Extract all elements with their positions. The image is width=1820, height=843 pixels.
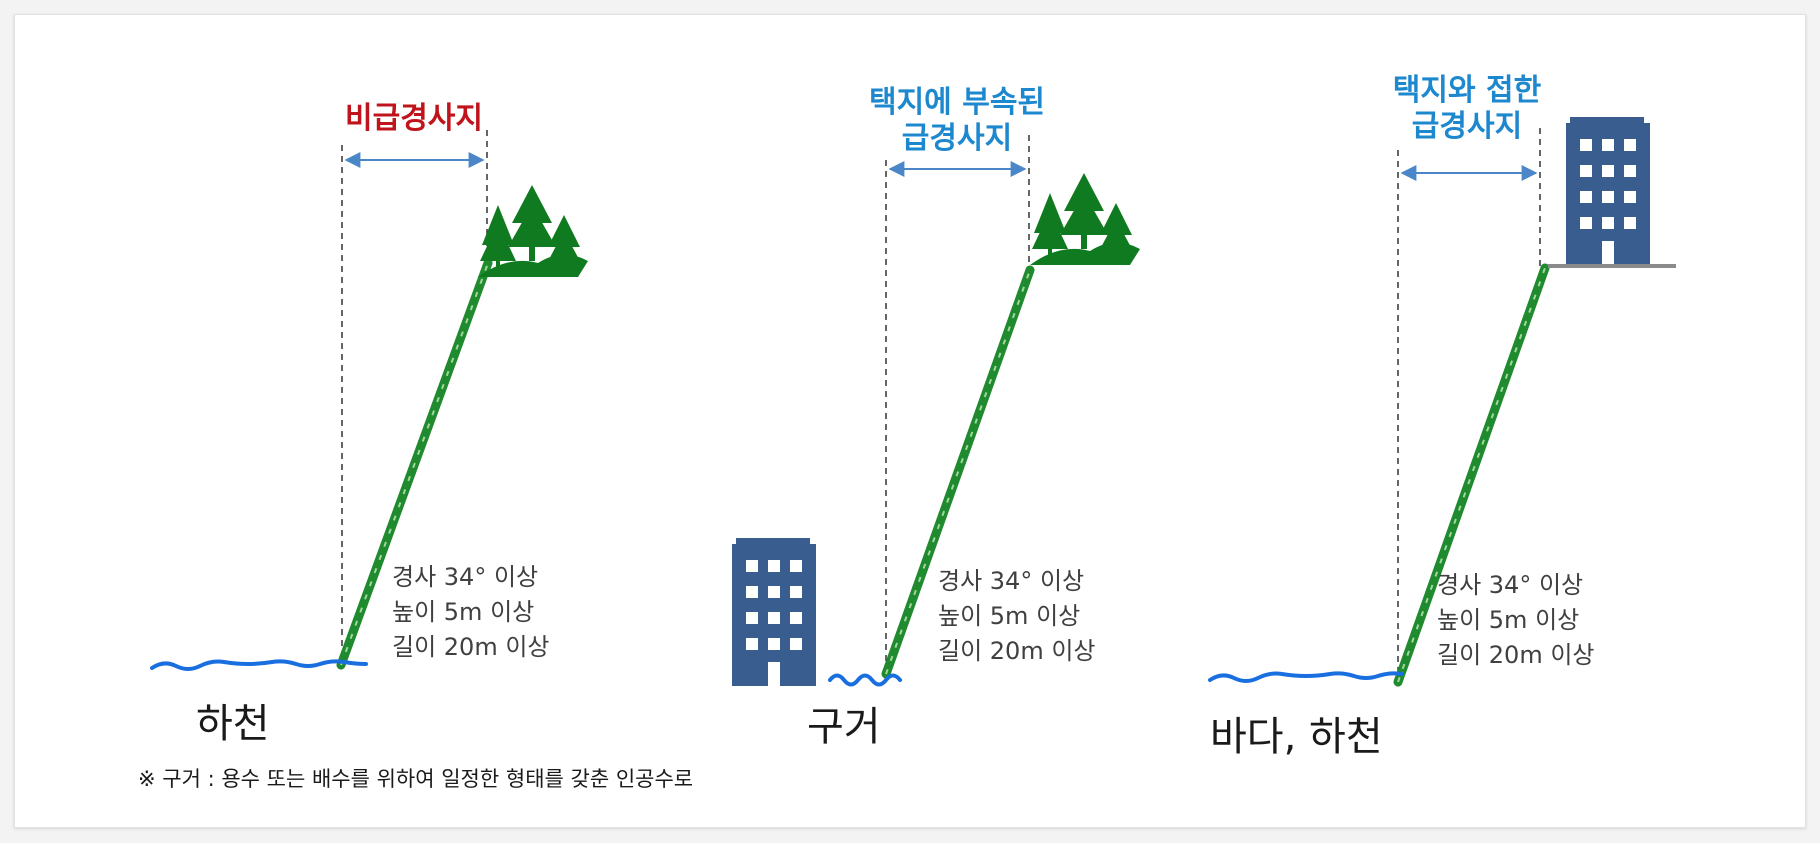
slope-line-icon: [336, 258, 493, 670]
panel-1: 비급경사지 경사 34° 이상 높이 5m 이상 길이 20m 이상 하천: [150, 101, 588, 747]
spec-length: 길이 20m 이상: [938, 637, 1096, 665]
panel-title: 비급경사지: [345, 101, 483, 136]
panel-title-line-1: 택지와 접한: [1393, 73, 1542, 108]
bottom-label: 바다, 하천: [1210, 714, 1383, 760]
bottom-label: 구거: [807, 704, 881, 750]
building-icon: [1566, 117, 1650, 265]
panel-3: 택지와 접한 급경사지 경사 34° 이상 높이 5m 이상 길이 20m 이상…: [1208, 73, 1676, 760]
spec-slope: 경사 34° 이상: [938, 567, 1084, 595]
panel-title-line-2: 급경사지: [902, 121, 1012, 156]
spec-length: 길이 20m 이상: [392, 633, 550, 661]
slope-line-icon: [1393, 263, 1550, 687]
panel-title-line-2: 급경사지: [1412, 109, 1522, 144]
spec-height: 높이 5m 이상: [392, 598, 534, 626]
water-wave-icon: [150, 659, 368, 671]
spec-height: 높이 5m 이상: [938, 602, 1080, 630]
water-wave-icon: [1208, 671, 1404, 683]
bottom-label: 하천: [196, 701, 270, 747]
diagram-frame: [14, 14, 1806, 828]
water-wave-icon: [828, 673, 902, 687]
slope-line-icon: [881, 265, 1035, 679]
spec-length: 길이 20m 이상: [1437, 641, 1595, 669]
spec-height: 높이 5m 이상: [1437, 606, 1579, 634]
spec-slope: 경사 34° 이상: [392, 563, 538, 591]
building-icon: [732, 538, 816, 686]
tree-cluster-icon: [478, 185, 588, 277]
spec-slope: 경사 34° 이상: [1437, 571, 1583, 599]
panel-title-line-1: 택지에 부속된: [869, 85, 1045, 120]
tree-cluster-icon: [1030, 173, 1140, 265]
footnote: ※ 구거 : 용수 또는 배수를 위하여 일정한 형태를 갖춘 인공수로: [138, 767, 693, 791]
panel-2: 택지에 부속된 급경사지 경사 34° 이상 높이 5m 이상 길이 20m 이…: [732, 85, 1140, 750]
